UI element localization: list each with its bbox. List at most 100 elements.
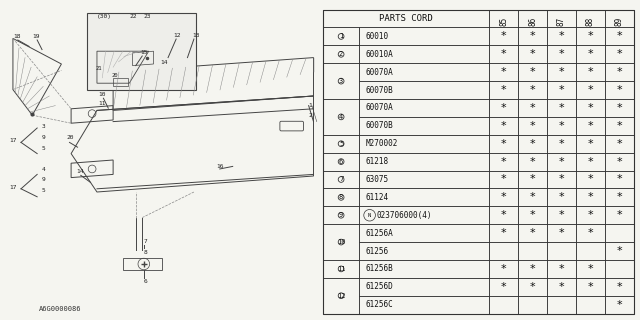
Text: *: *	[559, 31, 564, 41]
Text: 18: 18	[13, 34, 20, 39]
Text: 16: 16	[216, 164, 224, 169]
Text: M270002: M270002	[365, 139, 398, 148]
Text: *: *	[530, 103, 535, 113]
Bar	[489, 242, 518, 260]
Bar	[605, 206, 634, 224]
Bar	[547, 153, 576, 171]
Bar	[518, 296, 547, 314]
Bar	[547, 81, 576, 99]
Text: *: *	[588, 31, 593, 41]
Bar	[576, 242, 605, 260]
Text: *: *	[501, 103, 506, 113]
Text: *: *	[559, 174, 564, 185]
Text: *: *	[530, 49, 535, 59]
Text: 3: 3	[42, 124, 46, 129]
Text: 9: 9	[42, 135, 46, 140]
Bar	[323, 188, 359, 206]
Text: 17: 17	[10, 185, 17, 190]
Text: *: *	[616, 139, 622, 149]
Bar	[489, 224, 518, 242]
Text: 85: 85	[499, 17, 508, 26]
Bar	[323, 45, 359, 63]
Bar	[576, 224, 605, 242]
Text: *: *	[530, 31, 535, 41]
Bar	[547, 242, 576, 260]
Text: *: *	[588, 192, 593, 202]
Bar	[547, 28, 576, 45]
Bar	[489, 260, 518, 278]
Text: 5: 5	[42, 188, 46, 193]
Text: *: *	[559, 192, 564, 202]
Text: *: *	[588, 264, 593, 274]
Bar	[323, 28, 359, 45]
Text: *: *	[501, 210, 506, 220]
Bar	[576, 278, 605, 296]
Text: *: *	[616, 103, 622, 113]
Text: 9: 9	[339, 212, 343, 218]
Text: *: *	[530, 282, 535, 292]
Bar	[576, 206, 605, 224]
Text: 86: 86	[528, 17, 537, 26]
Bar	[359, 206, 489, 224]
Bar	[359, 99, 489, 117]
Bar	[518, 206, 547, 224]
Text: 61218: 61218	[365, 157, 388, 166]
Text: *: *	[559, 228, 564, 238]
Bar	[323, 99, 359, 135]
Text: 61124: 61124	[365, 193, 388, 202]
Text: *: *	[616, 121, 622, 131]
Bar	[323, 260, 359, 278]
Bar	[576, 28, 605, 45]
Text: 10: 10	[99, 92, 106, 97]
Text: *: *	[588, 139, 593, 149]
Text: 89: 89	[614, 17, 623, 26]
Text: *: *	[616, 156, 622, 167]
Text: 6: 6	[144, 279, 148, 284]
Text: *: *	[616, 174, 622, 185]
Text: *: *	[530, 228, 535, 238]
Text: 14: 14	[76, 169, 83, 174]
Text: *: *	[530, 210, 535, 220]
Bar	[605, 28, 634, 45]
Text: 21: 21	[95, 66, 102, 71]
Text: 4: 4	[42, 167, 46, 172]
Bar	[489, 153, 518, 171]
Text: 60070B: 60070B	[365, 121, 393, 130]
Text: *: *	[616, 282, 622, 292]
Bar	[489, 28, 518, 45]
Text: *: *	[501, 156, 506, 167]
Bar	[605, 188, 634, 206]
Bar	[489, 81, 518, 99]
Text: 1: 1	[308, 103, 312, 108]
Text: A6G0000086: A6G0000086	[39, 306, 81, 312]
Text: *: *	[559, 139, 564, 149]
Text: 63075: 63075	[365, 175, 388, 184]
Text: 6: 6	[339, 159, 343, 164]
Bar	[547, 63, 576, 81]
Text: 17: 17	[10, 138, 17, 143]
Text: PARTS CORD: PARTS CORD	[380, 14, 433, 23]
Text: 23: 23	[144, 14, 151, 19]
Text: *: *	[588, 85, 593, 95]
Text: 88: 88	[586, 17, 595, 26]
Bar	[547, 45, 576, 63]
Text: *: *	[530, 264, 535, 274]
Bar	[489, 63, 518, 81]
Bar	[518, 153, 547, 171]
Bar	[359, 81, 489, 99]
Text: *: *	[530, 139, 535, 149]
Text: 61256D: 61256D	[365, 282, 393, 291]
Text: *: *	[588, 210, 593, 220]
Text: *: *	[559, 49, 564, 59]
Bar	[547, 10, 576, 28]
Bar	[323, 224, 359, 260]
Bar	[576, 117, 605, 135]
Bar	[547, 171, 576, 188]
Text: 12: 12	[337, 293, 346, 299]
Text: *: *	[588, 282, 593, 292]
Bar	[323, 63, 359, 99]
Bar	[489, 117, 518, 135]
Bar	[576, 260, 605, 278]
Bar	[489, 206, 518, 224]
Bar	[87, 13, 196, 90]
